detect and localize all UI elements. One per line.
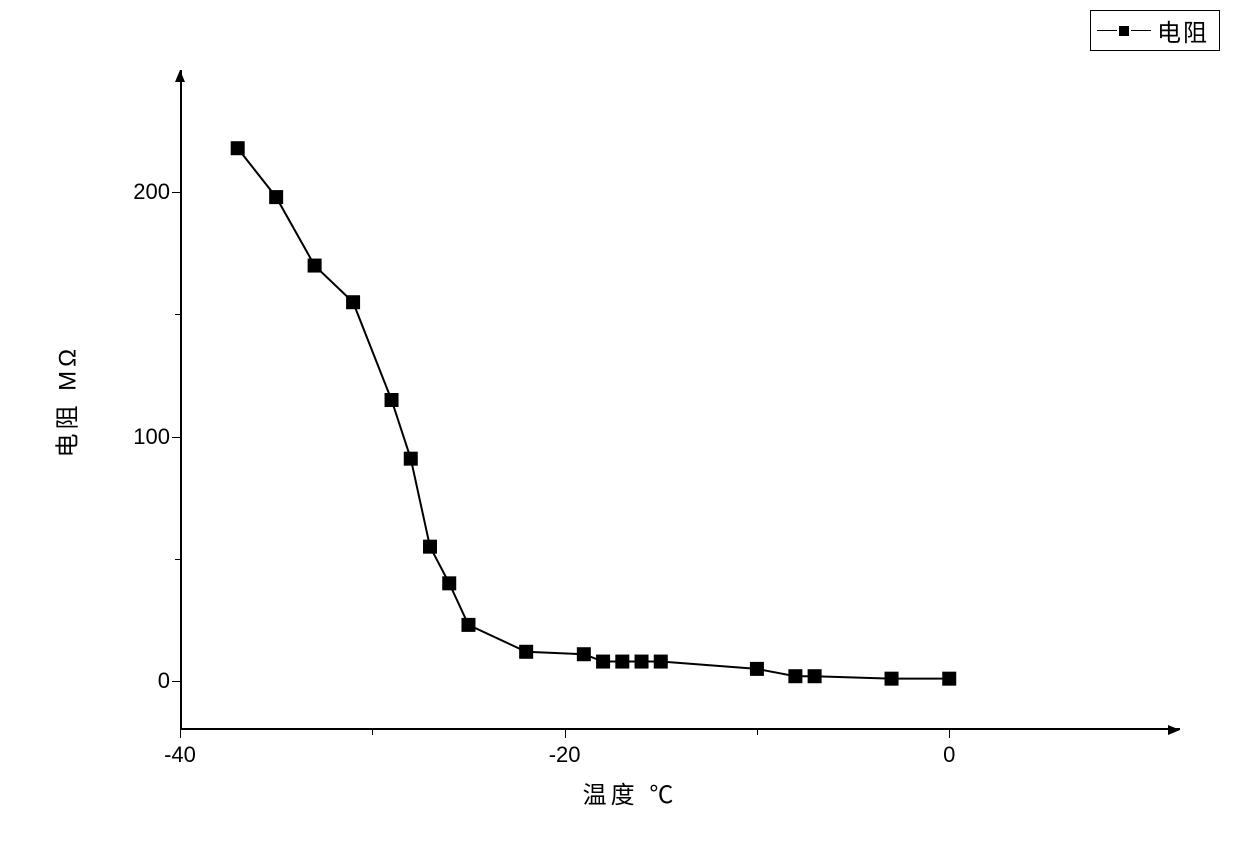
data-marker: [423, 540, 437, 554]
data-marker: [596, 655, 610, 669]
legend-marker: [1119, 26, 1129, 36]
data-marker: [808, 669, 822, 683]
y-tick-label: 0: [120, 668, 170, 694]
x-tick-label: -40: [164, 742, 196, 768]
data-marker: [788, 669, 802, 683]
data-marker: [385, 393, 399, 407]
data-marker: [308, 259, 322, 273]
data-marker: [635, 655, 649, 669]
data-marker: [885, 672, 899, 686]
data-marker: [404, 452, 418, 466]
y-tick: [172, 192, 180, 193]
data-marker: [654, 655, 668, 669]
chart-container: 电阻 MΩ 温度 ℃ -40-2000100200: [50, 60, 1210, 820]
x-tick-label: -20: [549, 742, 581, 768]
data-marker: [461, 618, 475, 632]
data-marker: [942, 672, 956, 686]
data-marker: [750, 662, 764, 676]
data-marker: [577, 647, 591, 661]
data-marker: [269, 190, 283, 204]
data-marker: [615, 655, 629, 669]
data-marker: [231, 141, 245, 155]
y-tick-label: 100: [120, 424, 170, 450]
plot-area: -40-2000100200: [180, 70, 1180, 730]
y-tick: [172, 437, 180, 438]
legend: 电阻: [1090, 10, 1220, 51]
legend-line-left: [1097, 30, 1117, 31]
data-marker: [346, 295, 360, 309]
x-axis-label: 温度 ℃: [583, 775, 678, 810]
x-tick: [180, 730, 181, 738]
y-axis-arrow: [175, 70, 185, 82]
x-tick: [949, 730, 950, 738]
data-marker: [519, 645, 533, 659]
legend-label: 电阻: [1157, 13, 1209, 48]
x-tick: [565, 730, 566, 738]
legend-line-right: [1131, 30, 1151, 31]
x-tick-minor: [757, 730, 758, 735]
x-tick-minor: [372, 730, 373, 735]
y-tick: [172, 681, 180, 682]
x-tick-label: 0: [943, 742, 955, 768]
y-tick-label: 200: [120, 179, 170, 205]
y-tick-minor: [175, 314, 180, 315]
data-marker: [442, 576, 456, 590]
y-axis-label: 电阻 MΩ: [48, 345, 83, 458]
x-axis-arrow: [1168, 725, 1180, 735]
data-layer: [180, 70, 1180, 730]
y-tick-minor: [175, 559, 180, 560]
series-line: [238, 148, 950, 678]
